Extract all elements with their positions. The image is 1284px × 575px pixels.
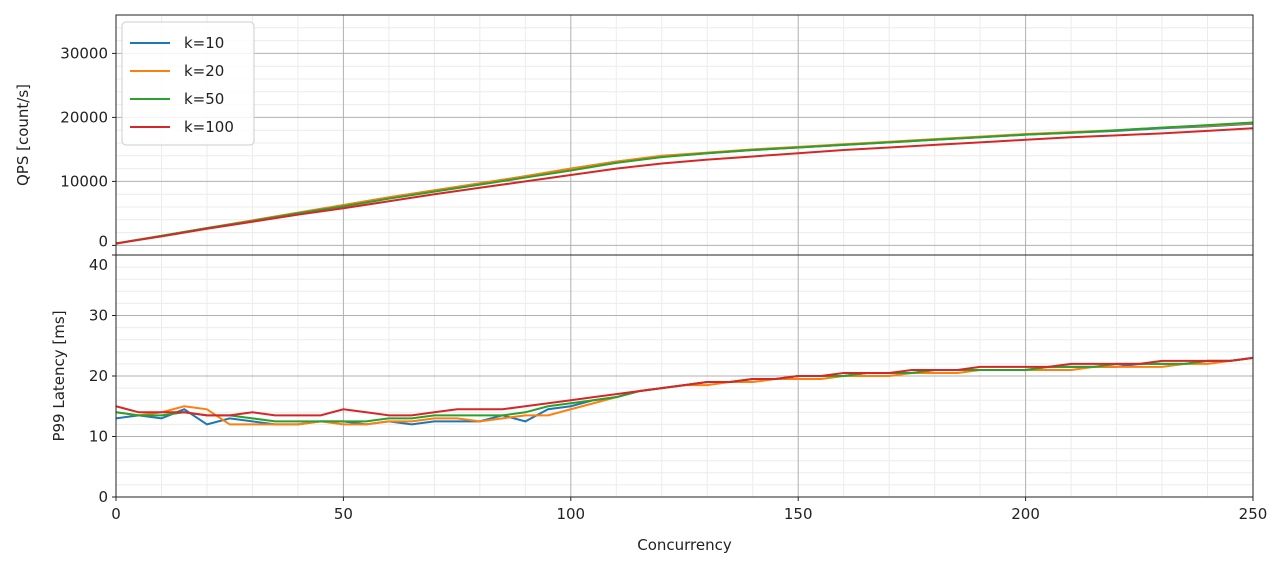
plot-frame: [115, 14, 1254, 256]
y-tick-label: 10: [89, 428, 108, 446]
y-tick-label: 40: [89, 256, 108, 274]
series-line-k-20: [115, 122, 1254, 245]
y-tick-label: 20000: [60, 108, 108, 126]
y-tick-label: 0: [98, 232, 108, 250]
legend-label: k=10: [184, 34, 224, 52]
series-line-k-100: [115, 127, 1254, 245]
x-tick-label: 50: [334, 505, 353, 523]
x-tick-label: 150: [784, 505, 813, 523]
y-axis-label: QPS [count/s]: [14, 84, 32, 186]
y-tick-label: 10000: [60, 172, 108, 190]
series-line-k-50: [115, 121, 1254, 245]
legend-label: k=50: [184, 90, 224, 108]
y-axis-label: P99 Latency [ms]: [50, 310, 68, 441]
x-tick-label: 0: [111, 505, 121, 523]
y-tick-label: 30000: [60, 44, 108, 62]
x-tick-label: 200: [1011, 505, 1040, 523]
legend-label: k=100: [184, 118, 234, 136]
y-tick-label: 30: [89, 307, 108, 325]
y-tick-label: 0: [98, 488, 108, 506]
legend-box: [121, 21, 255, 146]
x-tick-label: 100: [556, 505, 585, 523]
series-line-k-10: [115, 122, 1254, 245]
x-tick-label: 250: [1239, 505, 1268, 523]
legend-label: k=20: [184, 62, 224, 80]
plot-frame: [115, 254, 1254, 498]
y-tick-label: 20: [89, 367, 108, 385]
x-axis-label: Concurrency: [637, 536, 732, 554]
series-line-k-100: [115, 356, 1254, 417]
